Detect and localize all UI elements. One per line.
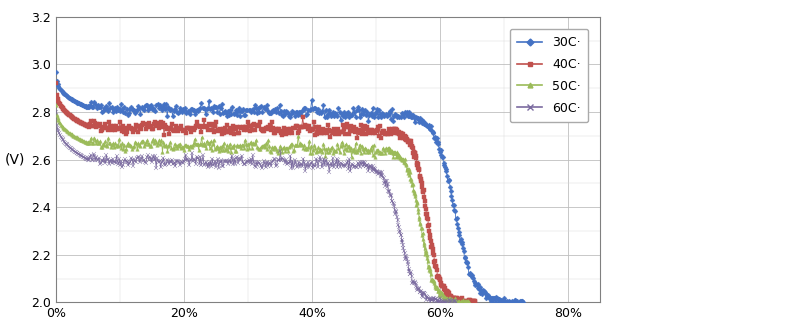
Y-axis label: (V): (V) [5,153,25,167]
Legend: 30C·, 40C·, 50C·, 60C·: 30C·, 40C·, 50C·, 60C· [510,29,588,122]
